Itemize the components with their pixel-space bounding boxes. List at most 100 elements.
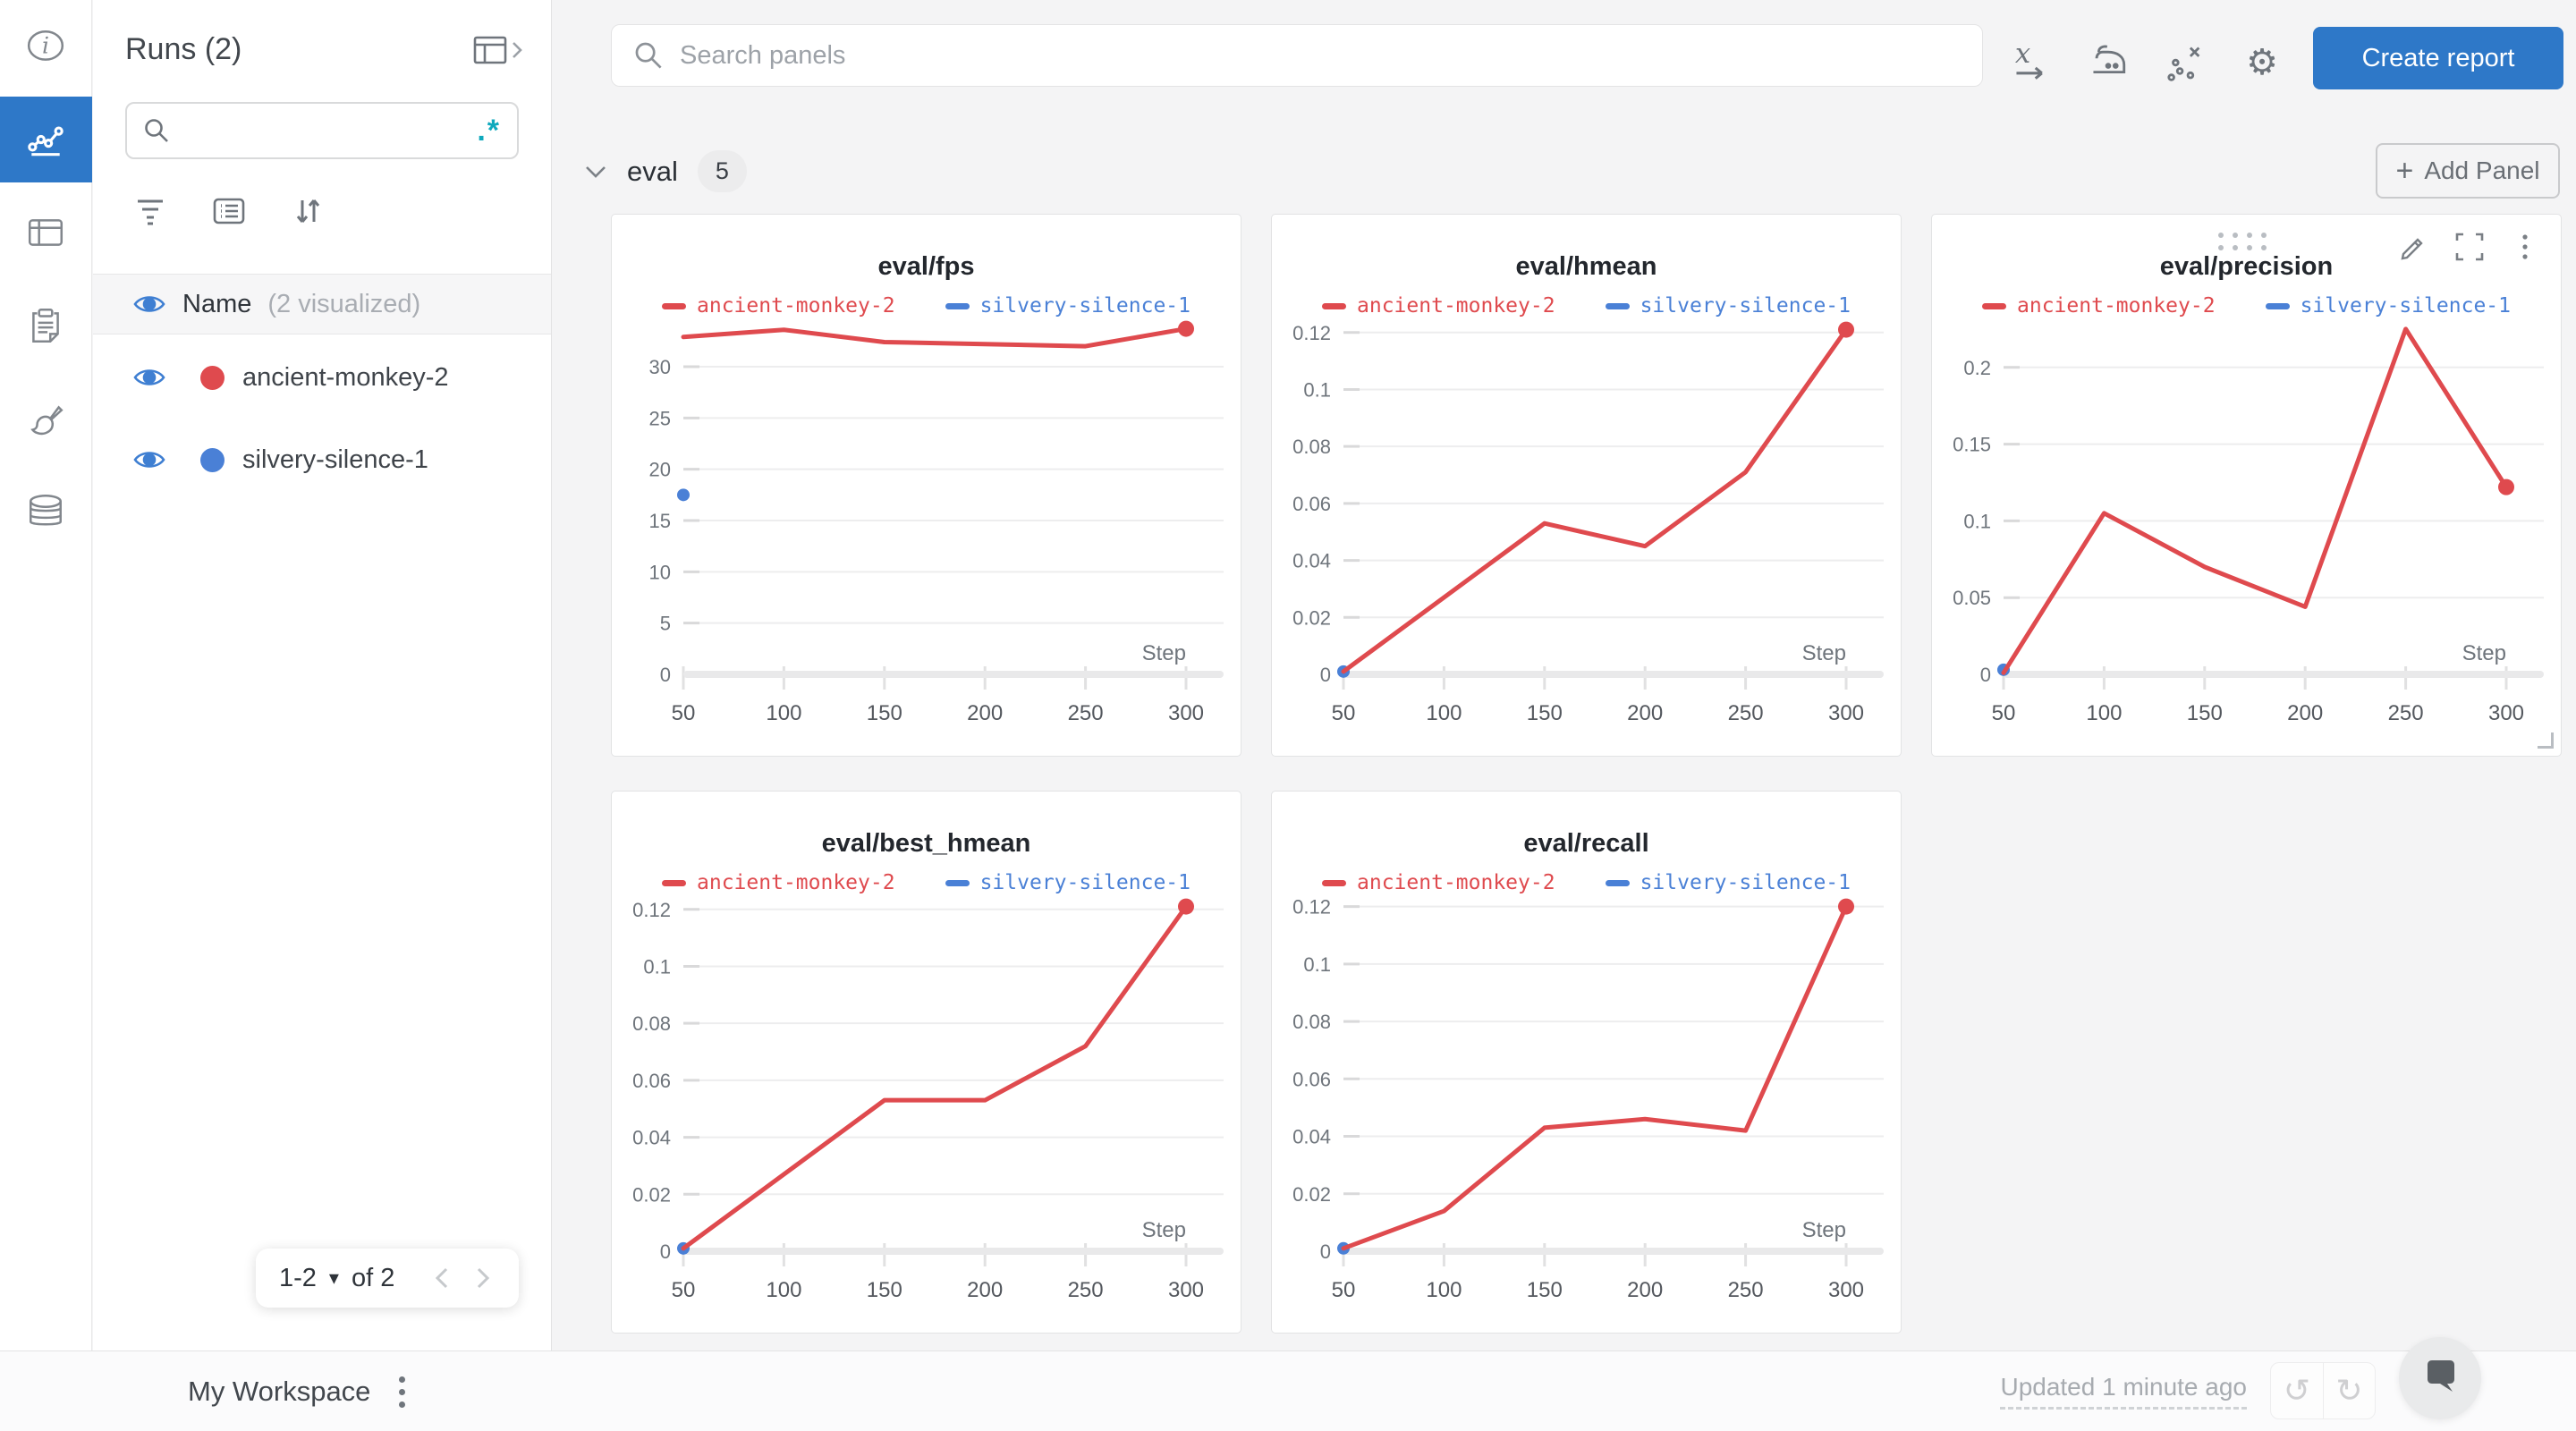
section-title[interactable]: eval: [627, 156, 678, 188]
create-report-button[interactable]: Create report: [2313, 27, 2563, 89]
run-name[interactable]: ancient-monkey-2: [242, 363, 449, 393]
smoothing-button[interactable]: [2085, 39, 2131, 86]
page-prev-icon[interactable]: [429, 1265, 456, 1291]
svg-text:50: 50: [672, 1278, 696, 1302]
legend-item[interactable]: ancient-monkey-2: [1322, 294, 1555, 318]
chart-legend: ancient-monkey-2 silvery-silence-1: [1932, 294, 2561, 318]
edit-panel-icon[interactable]: [2398, 231, 2430, 263]
info-icon: i: [25, 26, 66, 67]
svg-text:0.08: 0.08: [632, 1012, 671, 1035]
eye-icon[interactable]: [132, 447, 166, 472]
pagination-range[interactable]: 1-2: [279, 1264, 317, 1293]
add-panel-button[interactable]: + Add Panel: [2376, 143, 2560, 199]
fullscreen-icon[interactable]: [2453, 231, 2486, 263]
chart-plot-area[interactable]: 00.020.040.060.080.10.125010015020025030…: [612, 896, 1241, 1317]
svg-text:5: 5: [660, 613, 671, 635]
database-icon: [25, 491, 66, 532]
run-name[interactable]: silvery-silence-1: [242, 445, 428, 475]
redo-icon: ↻: [2335, 1372, 2362, 1410]
undo-button[interactable]: ↺: [2271, 1363, 2323, 1418]
chart-plot-area[interactable]: 00.020.040.060.080.10.125010015020025030…: [1272, 319, 1901, 740]
legend-run-name: silvery-silence-1: [1640, 871, 1851, 894]
svg-text:50: 50: [672, 701, 696, 725]
svg-text:0.04: 0.04: [632, 1127, 671, 1149]
regex-toggle[interactable]: .*: [477, 122, 501, 140]
filter-icon[interactable]: [132, 193, 168, 229]
svg-text:300: 300: [1168, 701, 1204, 725]
legend-item[interactable]: ancient-monkey-2: [662, 294, 895, 318]
last-updated[interactable]: Updated 1 minute ago: [2000, 1373, 2247, 1410]
chart-panel: eval/fpsancient-monkey-2silvery-silence-…: [611, 214, 1241, 757]
panel-menu-icon[interactable]: [2509, 231, 2541, 263]
svg-text:250: 250: [1068, 1278, 1104, 1302]
legend-item[interactable]: silvery-silence-1: [1606, 871, 1851, 894]
legend-dash-icon: [1322, 303, 1346, 309]
chat-icon: [2420, 1359, 2460, 1397]
legend-item[interactable]: silvery-silence-1: [945, 294, 1191, 318]
svg-text:0.05: 0.05: [1953, 587, 1991, 609]
chart-legend: ancient-monkey-2 silvery-silence-1: [612, 294, 1241, 318]
clipboard-icon: [25, 305, 66, 346]
redo-button[interactable]: ↻: [2323, 1363, 2375, 1418]
svg-text:0.08: 0.08: [1292, 436, 1331, 458]
rail-item-table[interactable]: [0, 190, 92, 275]
add-panel-label: Add Panel: [2424, 157, 2539, 185]
run-row[interactable]: ancient-monkey-2: [93, 336, 551, 419]
workspace-menu-icon[interactable]: [394, 1371, 411, 1413]
workspace-settings-button[interactable]: ⚙: [2239, 39, 2285, 86]
legend-item[interactable]: silvery-silence-1: [1606, 294, 1851, 318]
chart-plot-area[interactable]: 00.020.040.060.080.10.125010015020025030…: [1272, 896, 1901, 1317]
caret-down-icon[interactable]: ▾: [329, 1266, 339, 1290]
page-next-icon[interactable]: [469, 1265, 496, 1291]
svg-text:0.1: 0.1: [1303, 953, 1331, 976]
svg-text:0.04: 0.04: [1292, 550, 1331, 572]
rail-item-overview[interactable]: i: [0, 4, 92, 89]
legend-run-name: ancient-monkey-2: [2017, 294, 2216, 318]
svg-text:i: i: [42, 32, 49, 58]
panel-resize-handle[interactable]: [2538, 732, 2554, 749]
chart-plot-area[interactable]: 00.050.10.150.250100150200250300Step: [1932, 319, 2561, 740]
chevron-down-icon[interactable]: [584, 164, 607, 180]
svg-text:200: 200: [1627, 701, 1663, 725]
rail-item-sweeps[interactable]: [0, 376, 92, 461]
legend-item[interactable]: ancient-monkey-2: [1322, 871, 1555, 894]
svg-text:0.12: 0.12: [1292, 322, 1331, 344]
svg-text:150: 150: [1527, 701, 1563, 725]
legend-item[interactable]: ancient-monkey-2: [662, 871, 895, 894]
chart-plot-area[interactable]: 05101520253050100150200250300Step: [612, 319, 1241, 740]
rail-item-artifacts[interactable]: [0, 469, 92, 555]
help-chat-button[interactable]: [2399, 1337, 2481, 1419]
legend-item[interactable]: silvery-silence-1: [945, 871, 1191, 894]
svg-text:Step: Step: [1142, 1218, 1186, 1242]
workspace-name[interactable]: My Workspace: [188, 1376, 370, 1408]
eye-icon[interactable]: [132, 292, 166, 317]
svg-text:0.2: 0.2: [1963, 357, 1991, 379]
svg-text:0: 0: [660, 664, 671, 686]
svg-text:0.02: 0.02: [632, 1183, 671, 1206]
panel-search-input[interactable]: [680, 41, 1961, 71]
rail-item-charts[interactable]: [0, 97, 92, 182]
runs-search-input[interactable]: [170, 116, 477, 145]
svg-text:10: 10: [649, 561, 671, 583]
svg-text:100: 100: [766, 701, 801, 725]
runs-list-header[interactable]: Name (2 visualized): [93, 274, 551, 334]
runs-table-expand-icon[interactable]: [472, 34, 524, 66]
panel-drag-handle-icon[interactable]: [2218, 233, 2275, 258]
legend-run-name: silvery-silence-1: [2301, 294, 2511, 318]
run-row[interactable]: silvery-silence-1: [93, 419, 551, 501]
eye-icon[interactable]: [132, 365, 166, 390]
svg-text:0.06: 0.06: [1292, 493, 1331, 515]
legend-item[interactable]: ancient-monkey-2: [1982, 294, 2216, 318]
legend-item[interactable]: silvery-silence-1: [2266, 294, 2511, 318]
section-header-eval[interactable]: eval 5: [584, 150, 747, 192]
panel-search-box: [611, 24, 1983, 87]
list-settings-icon[interactable]: [211, 193, 247, 229]
runs-name-header: Name: [182, 290, 251, 319]
svg-text:150: 150: [867, 701, 902, 725]
x-axis-settings-button[interactable]: x: [2008, 39, 2055, 86]
sort-icon[interactable]: [290, 193, 326, 229]
rail-item-logs[interactable]: [0, 283, 92, 368]
svg-text:x: x: [2015, 39, 2030, 70]
outliers-button[interactable]: [2162, 39, 2208, 86]
chart-panel: eval/hmeanancient-monkey-2silvery-silenc…: [1271, 214, 1902, 757]
